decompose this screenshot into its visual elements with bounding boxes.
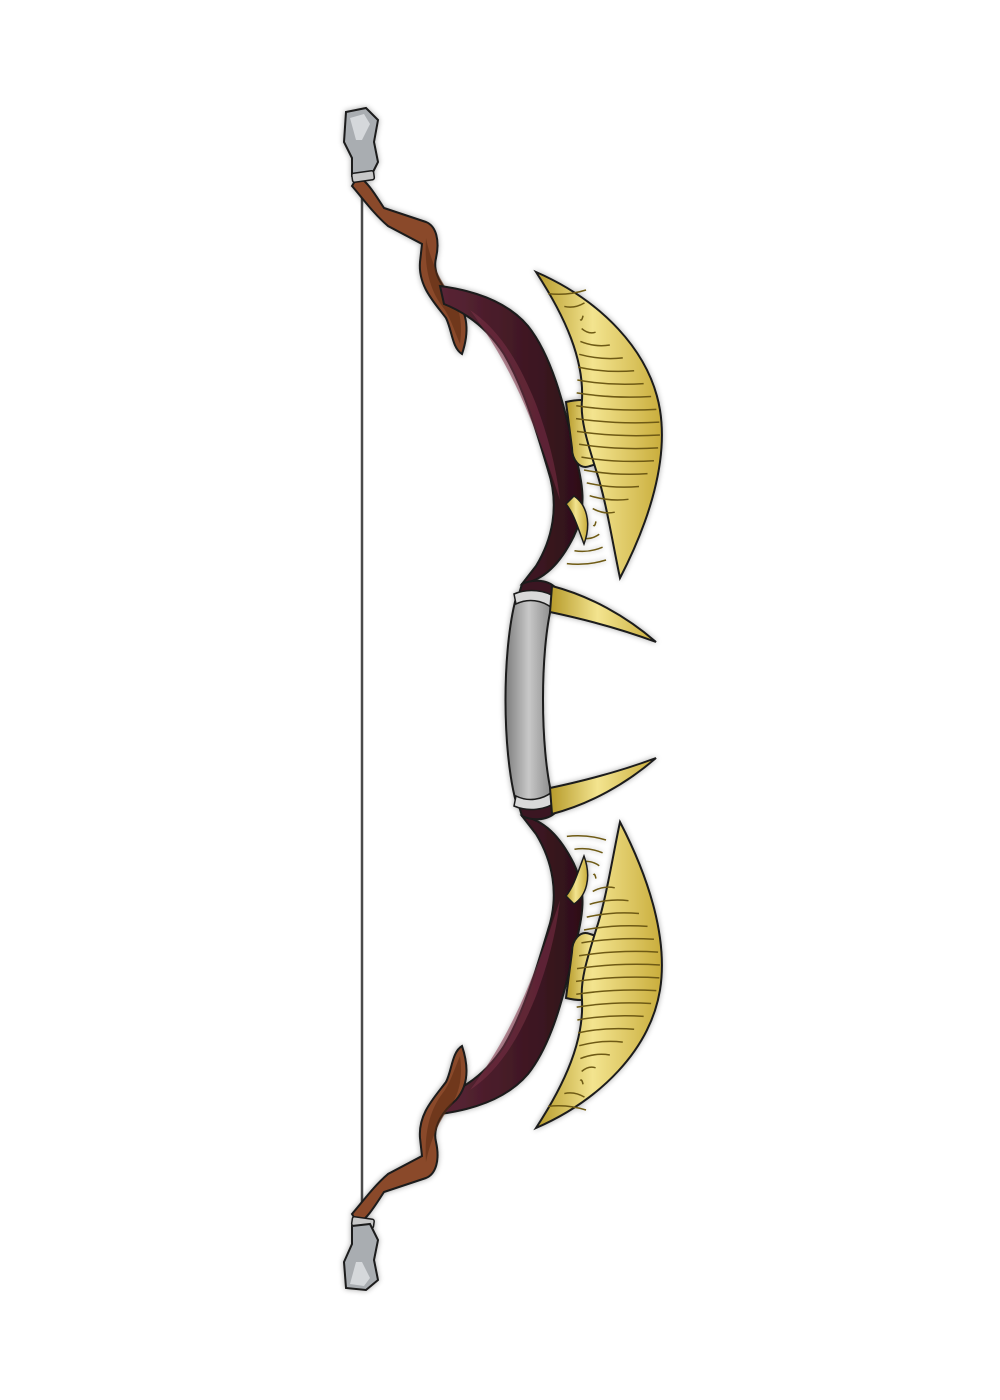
lower-riser-gold-accent xyxy=(564,853,589,905)
blade-rib-line xyxy=(547,1104,587,1111)
blade-rib-line xyxy=(580,340,610,347)
blade-rib-line xyxy=(592,507,615,514)
blade-rib-line xyxy=(566,834,607,841)
blade-rib-line xyxy=(576,430,660,437)
blade-rib-line xyxy=(576,963,660,970)
blade-rib-line xyxy=(589,494,629,501)
blade-rib-line xyxy=(578,1027,635,1034)
blade-rib-line xyxy=(578,950,659,957)
blade-rib-line xyxy=(575,417,660,424)
lower-gold-blade xyxy=(533,819,663,1131)
blade-rib-line xyxy=(592,873,597,879)
blade-rib-line xyxy=(579,1079,584,1085)
blade-rib-line xyxy=(579,315,584,321)
lower-wood-limb-shade xyxy=(425,1056,462,1162)
blade-rib-line xyxy=(589,899,629,906)
blade-rib-line xyxy=(576,1002,652,1008)
blade-rib-line xyxy=(581,1066,596,1073)
blade-rib-line xyxy=(576,404,657,411)
blade-rib-line xyxy=(576,989,657,996)
blade-rib-line xyxy=(581,456,654,463)
lower-gold-spike xyxy=(548,757,657,816)
blade-rib-line xyxy=(577,379,644,386)
blade-rib-line xyxy=(578,443,659,450)
blade-rib-line xyxy=(575,976,660,983)
lower-wood-limb xyxy=(350,1044,468,1226)
blade-rib-line xyxy=(592,521,597,527)
blade-rib-line xyxy=(564,1092,585,1098)
upper-wood-limb xyxy=(350,174,468,356)
blade-rib-line xyxy=(547,289,587,296)
blade-rib-line xyxy=(580,1053,610,1060)
blade-rib-line xyxy=(583,924,648,931)
upper-gold-spike xyxy=(548,584,657,643)
blade-rib-line xyxy=(577,1014,644,1021)
blade-rib-line xyxy=(576,392,652,398)
blade-rib-line xyxy=(586,482,640,488)
lower-blade-ribs xyxy=(547,834,660,1111)
blade-rib-line xyxy=(592,886,615,893)
blade-rib-line xyxy=(586,912,640,918)
upper-riser-gold-accent xyxy=(564,495,589,547)
blade-rib-line xyxy=(581,937,654,944)
blade-rib-line xyxy=(564,302,585,308)
upper-blade-ribs xyxy=(547,289,660,566)
blade-rib-line xyxy=(578,1040,623,1047)
grip-icon xyxy=(504,595,554,805)
upper-tip-band xyxy=(351,170,376,183)
blade-rib-line xyxy=(566,559,607,566)
blade-rib-line xyxy=(574,546,603,553)
blade-rib-line xyxy=(581,327,596,334)
blade-rib-line xyxy=(578,353,623,360)
upper-gold-blade xyxy=(533,269,663,581)
upper-tip-highlight xyxy=(350,114,370,140)
lower-tip-icon xyxy=(342,1222,380,1292)
blade-rib-line xyxy=(583,469,648,476)
blade-rib-line xyxy=(574,847,603,854)
blade-rib-line xyxy=(578,366,635,373)
lower-tip-highlight xyxy=(350,1262,370,1286)
